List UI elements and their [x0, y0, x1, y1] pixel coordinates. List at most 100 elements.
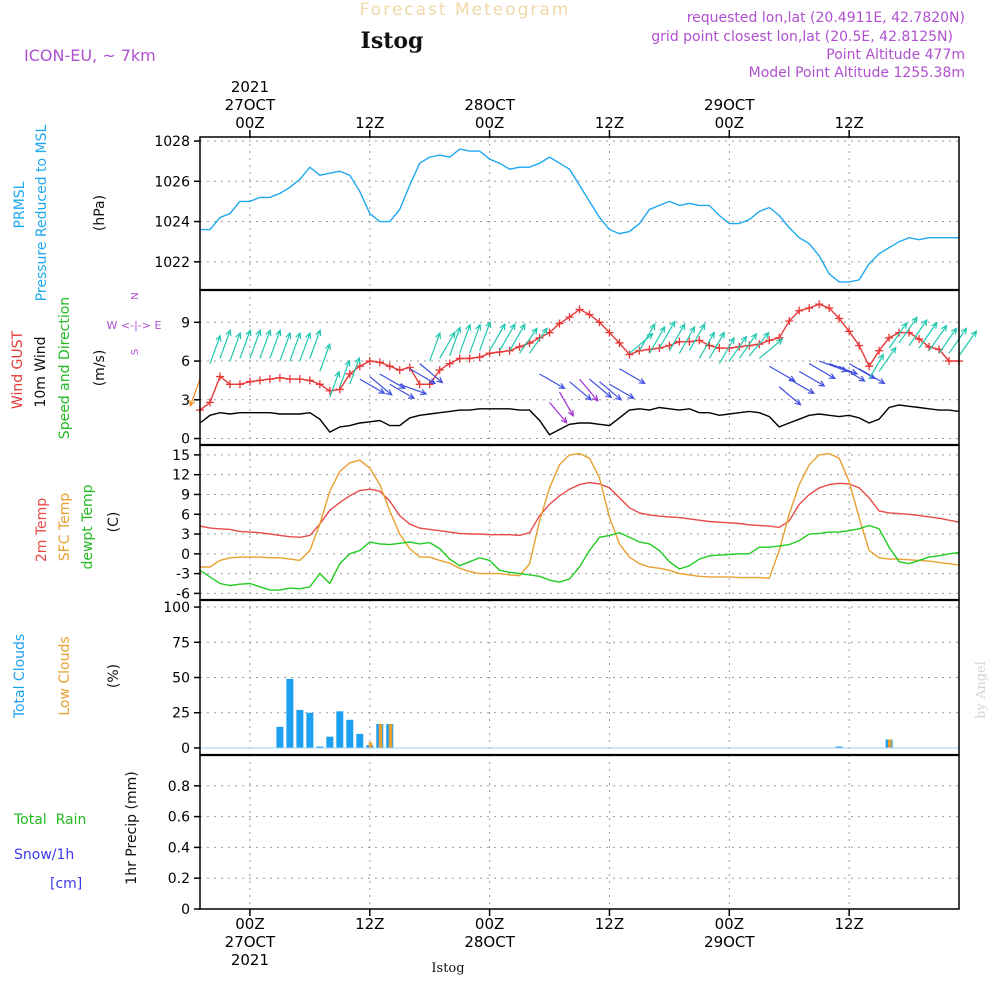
- credit-watermark: by Angel: [974, 661, 989, 719]
- gust-marker: [855, 341, 864, 350]
- wind-arrow-head: [728, 336, 735, 345]
- temp-ytick-label: -3: [176, 567, 190, 583]
- gust-marker: [265, 375, 274, 384]
- wind-arrow: [778, 386, 801, 406]
- clouds-ytick-label: 50: [172, 671, 190, 687]
- wind-10m-label: 10m Wind: [33, 336, 49, 407]
- snow-unit-label: [cm]: [50, 876, 82, 892]
- clouds-unit: (%): [106, 664, 122, 688]
- temp-ytick-label: 0: [181, 547, 190, 563]
- wind-arrow-head: [818, 380, 826, 387]
- precip-ytick-label: 0.2: [168, 871, 190, 887]
- top-time-label: 00Z: [475, 114, 504, 132]
- wind-arrow-head: [828, 373, 837, 380]
- top-time-label: 12Z: [834, 114, 863, 132]
- gust-marker: [585, 310, 594, 319]
- gust-marker: [275, 373, 284, 382]
- wind-arrow: [888, 322, 908, 349]
- wind-arrow: [509, 323, 526, 352]
- pressure-label-2: Pressure Reduced to MSL: [34, 124, 50, 301]
- temp-ytick-label: 12: [172, 468, 190, 484]
- precip-unit: 1hr Precip (mm): [124, 771, 140, 884]
- temp-ytick-label: 6: [181, 507, 190, 523]
- wind-arrow: [678, 326, 696, 354]
- gust-marker: [495, 348, 504, 356]
- wind-arrow: [918, 322, 938, 349]
- wind-arrow: [609, 383, 635, 399]
- wind-arrow-head: [235, 331, 242, 340]
- gust-marker: [205, 398, 214, 407]
- wind-arrow: [259, 330, 271, 359]
- wind-arrow-head: [378, 388, 386, 395]
- wind-arrow: [668, 323, 686, 352]
- wind-arrow: [589, 378, 612, 398]
- wind-arrow-head: [649, 323, 656, 331]
- wind-arrow-head: [941, 324, 948, 332]
- wind-arrow-head: [709, 331, 716, 339]
- wind-arrow: [479, 321, 491, 351]
- wind-ytick-label: 0: [181, 432, 190, 448]
- wind-arrow: [189, 378, 201, 407]
- total-clouds-label: Total Clouds: [12, 634, 28, 719]
- series-line-10m-wind: [199, 404, 960, 436]
- gust-marker: [475, 353, 484, 362]
- wind-arrow-head: [921, 319, 928, 327]
- wind-arrow-head: [455, 326, 462, 334]
- model-altitude: Model Point Altitude 1255.38m: [749, 65, 965, 81]
- gust-marker: [895, 328, 904, 337]
- wind-arrow: [728, 336, 747, 362]
- wind-arrow: [648, 326, 666, 354]
- wind-arrow-head: [878, 378, 886, 385]
- wind-arrow: [958, 330, 977, 357]
- cloud-bar: [296, 709, 304, 748]
- clouds-ytick-label: 0: [181, 741, 190, 757]
- wind-arrow: [708, 332, 725, 359]
- wind-arrow-head: [931, 321, 938, 329]
- precip-ytick-label: 0.8: [168, 779, 190, 795]
- cloud-bar: [306, 712, 314, 748]
- wind-arrow-head: [436, 376, 444, 384]
- wind-arrow-head: [215, 334, 222, 342]
- precip-ytick-label: 0: [181, 902, 190, 918]
- bottom-time-label: 00Z: [715, 915, 744, 933]
- wind-arrow: [379, 373, 406, 389]
- wind-speed-dir-label: Speed and Direction: [57, 297, 73, 439]
- tsfc-label: SFC Temp: [57, 493, 73, 562]
- wind-arrow: [399, 383, 427, 395]
- temp-ytick-label: 15: [172, 448, 190, 464]
- compass-we: W <-|-> E: [107, 319, 162, 332]
- wind-gust-label: Wind GUST: [10, 330, 26, 409]
- wind-arrow: [419, 363, 443, 384]
- wind-arrow-head: [560, 416, 568, 424]
- wind-arrow: [409, 368, 436, 384]
- gust-marker: [795, 306, 804, 315]
- gust-marker: [845, 327, 854, 336]
- temp-frame: [199, 444, 960, 601]
- wind-arrow-head: [567, 409, 574, 417]
- wind-arrow: [249, 330, 261, 359]
- top-time-label: 2021: [231, 78, 269, 96]
- temp-ytick-label: 3: [181, 527, 190, 543]
- precip-panel: 0 0.2 0.4 0.6 0.8: [168, 754, 960, 918]
- cloud-bar: [388, 724, 393, 748]
- gust-marker: [225, 380, 234, 389]
- wind-arrow: [329, 371, 340, 398]
- wind-arrow-head: [499, 323, 506, 331]
- cloud-bar: [346, 719, 354, 748]
- bottom-time-label: 12Z: [834, 915, 863, 933]
- gust-marker: [345, 369, 354, 378]
- gust-marker: [835, 314, 844, 323]
- cloud-bar: [286, 678, 294, 748]
- wind-arrow: [359, 378, 385, 394]
- grid-point-location: grid point closest lon,lat (20.5E, 42.81…: [651, 29, 953, 45]
- wind-arrow-head: [740, 335, 748, 343]
- wind-arrow-head: [225, 328, 232, 337]
- gust-marker: [605, 328, 614, 337]
- wind-arrow-head: [531, 327, 538, 335]
- gust-marker: [675, 337, 684, 346]
- gust-marker: [305, 376, 314, 385]
- wind-arrow: [499, 323, 516, 352]
- wind-arrow-head: [605, 391, 613, 399]
- bottom-time-label: 00Z: [235, 915, 264, 933]
- chart-title: Forecast Meteogram: [360, 0, 571, 20]
